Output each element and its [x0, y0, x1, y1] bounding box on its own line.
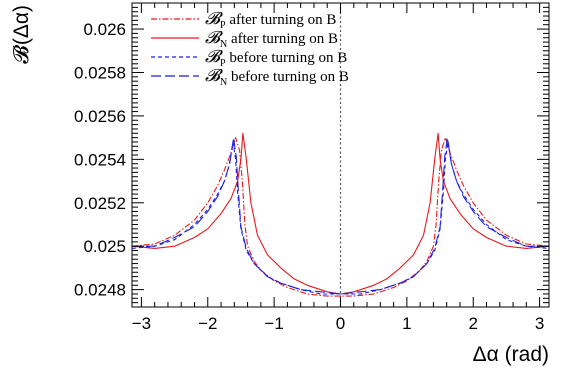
legend-symbol: 𝓑	[205, 66, 223, 85]
axes-layer: −3 −2 −1 0 1 2 3 0.0248 0.025 0.0252 0.0254 0.0256 0…	[74, 2, 549, 333]
legend-label: before turning on B	[226, 50, 348, 66]
legend-entry-4: 𝓑N before turning on B	[205, 66, 349, 88]
x-tick-label: −3	[132, 314, 151, 333]
legend-symbol: 𝓑	[205, 28, 223, 47]
series-layer	[132, 132, 549, 297]
y-tick-label: 0.0254	[74, 150, 126, 169]
x-tick-label: 2	[469, 314, 478, 333]
y-tick-label: 0.026	[83, 20, 126, 39]
legend-label: before turning on B	[227, 69, 349, 85]
y-tick-label: 0.0258	[74, 63, 126, 82]
legend-symbol: 𝓑	[205, 9, 223, 28]
series-line-1	[132, 137, 549, 297]
x-tick-label: 1	[402, 314, 411, 333]
legend-subscript: P	[220, 20, 226, 31]
legend-subscript: N	[220, 77, 227, 88]
legend-label: after turning on B	[226, 12, 337, 28]
y-tick-label: 0.0248	[74, 281, 126, 300]
x-tick-label: −1	[264, 314, 283, 333]
legend-entry-1: 𝓑P after turning on B	[205, 9, 336, 31]
x-tick-label: 0	[336, 314, 345, 333]
legend-entry-3: 𝓑P before turning on B	[205, 47, 347, 69]
y-tick-label: 0.0256	[74, 107, 126, 126]
y-tick-label: 0.0252	[74, 194, 126, 213]
x-tick-label: 3	[535, 314, 544, 333]
legend-subscript: P	[220, 58, 226, 69]
x-tick-label: −2	[198, 314, 217, 333]
y-tick-label: 0.025	[83, 237, 126, 256]
y-axis-title: 𝓑(Δα)	[10, 5, 33, 64]
series-line-4	[132, 137, 549, 295]
legend-entry-2: 𝓑N after turning on B	[205, 28, 338, 50]
legend-subscript: N	[220, 39, 227, 50]
legend: 𝓑P after turning on B𝓑N after turning on…	[151, 9, 349, 88]
legend-symbol: 𝓑	[205, 47, 223, 66]
x-axis-title: Δα (rad)	[473, 343, 549, 366]
legend-label: after turning on B	[227, 31, 338, 47]
